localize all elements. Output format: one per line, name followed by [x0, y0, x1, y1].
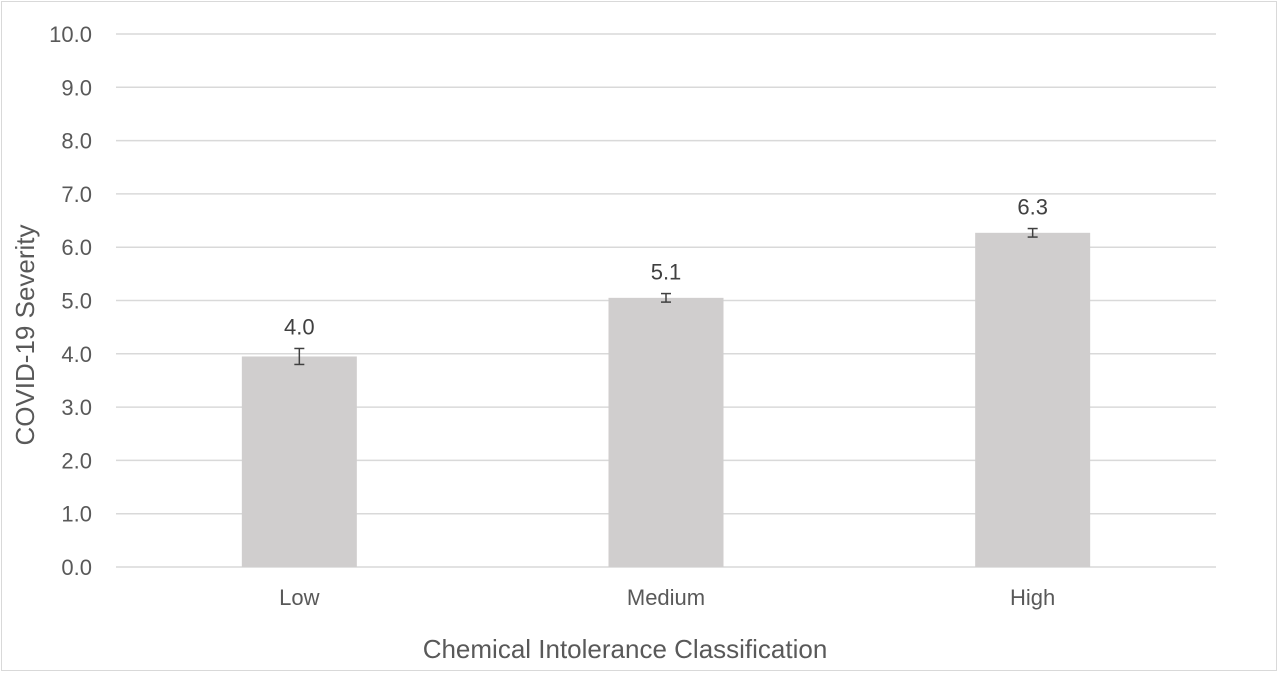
data-label: 5.1 — [651, 260, 682, 285]
data-label: 6.3 — [1017, 195, 1048, 220]
y-tick-label: 2.0 — [61, 448, 92, 473]
y-tick-label: 9.0 — [61, 75, 92, 100]
bar-low — [241, 356, 357, 567]
y-tick-label: 5.0 — [61, 289, 92, 314]
y-tick-label: 4.0 — [61, 342, 92, 367]
y-tick-label: 3.0 — [61, 395, 92, 420]
bar-medium — [608, 297, 724, 567]
y-tick-label: 10.0 — [49, 22, 92, 47]
y-tick-label: 6.0 — [61, 235, 92, 260]
bars — [241, 232, 1091, 567]
y-tick-label: 7.0 — [61, 182, 92, 207]
error-bar — [1027, 227, 1038, 238]
error-bar — [294, 347, 305, 366]
error-bar — [661, 292, 671, 303]
data-labels: 4.0 5.1 6.3 — [284, 195, 1048, 340]
y-tick-label: 8.0 — [61, 129, 92, 154]
x-tick-label: High — [1010, 585, 1055, 610]
x-axis-title: Chemical Intolerance Classification — [423, 634, 828, 664]
data-label: 4.0 — [284, 314, 315, 339]
error-bars — [294, 227, 1038, 366]
y-tick-label: 1.0 — [61, 502, 92, 527]
x-tick-label: Low — [279, 585, 319, 610]
y-axis-title: COVID-19 Severity — [10, 224, 40, 445]
x-axis-tick-labels: Low Medium High — [279, 585, 1055, 610]
x-tick-label: Medium — [627, 585, 705, 610]
y-axis-tick-labels: 0.0 1.0 2.0 3.0 4.0 5.0 6.0 7.0 8.0 9.0 10.0 — [49, 22, 92, 580]
bar-high — [975, 232, 1091, 567]
y-tick-label: 0.0 — [61, 555, 92, 580]
